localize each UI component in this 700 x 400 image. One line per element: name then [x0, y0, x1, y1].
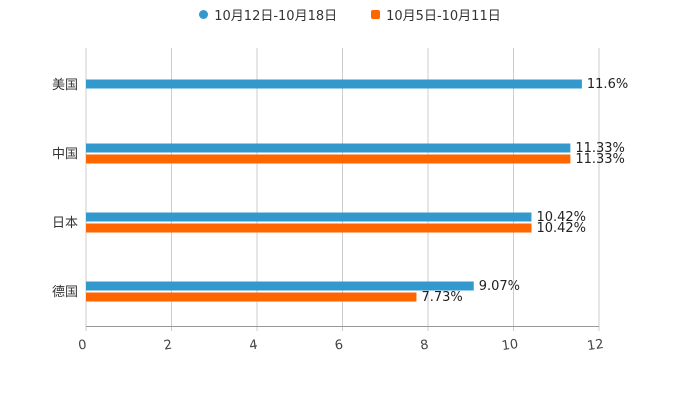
data-label: 10.42%: [536, 221, 586, 236]
y-category-label: 中国: [52, 147, 78, 162]
bar[interactable]: [86, 79, 582, 89]
x-tick-label: 12: [586, 337, 604, 354]
bar[interactable]: [86, 292, 417, 302]
data-label: 11.33%: [575, 141, 625, 156]
legend-label: 10月12日-10月18日: [214, 8, 338, 24]
x-tick-label: 4: [248, 338, 258, 354]
x-tick-label: 10: [501, 337, 519, 354]
bar[interactable]: [86, 212, 532, 222]
data-label: 11.6%: [587, 77, 628, 92]
data-label: 7.73%: [421, 290, 462, 305]
legend-dot-icon: [199, 9, 209, 19]
data-label: 9.07%: [479, 279, 520, 294]
legend-item-series-2[interactable]: 10月5日-10月11日: [371, 4, 501, 24]
x-tick-label: 8: [419, 338, 429, 354]
bar[interactable]: [86, 223, 532, 233]
x-tick-label: 2: [163, 338, 173, 354]
x-tick-label: 0: [77, 338, 87, 354]
bar[interactable]: [86, 154, 571, 164]
legend-label: 10月5日-10月11日: [386, 8, 501, 24]
data-label: 10.42%: [536, 210, 586, 225]
legend-square-icon: [371, 9, 381, 19]
x-tick-label: 6: [334, 338, 344, 354]
bar[interactable]: [86, 281, 474, 291]
data-label: 11.33%: [575, 152, 625, 167]
y-category-label: 美国: [52, 78, 78, 93]
legend: 10月12日-10月18日 10月5日-10月11日: [0, 4, 700, 24]
legend-item-series-1[interactable]: 10月12日-10月18日: [199, 4, 337, 24]
bar[interactable]: [86, 143, 571, 153]
y-category-label: 德国: [52, 285, 78, 300]
y-category-label: 日本: [52, 216, 78, 231]
